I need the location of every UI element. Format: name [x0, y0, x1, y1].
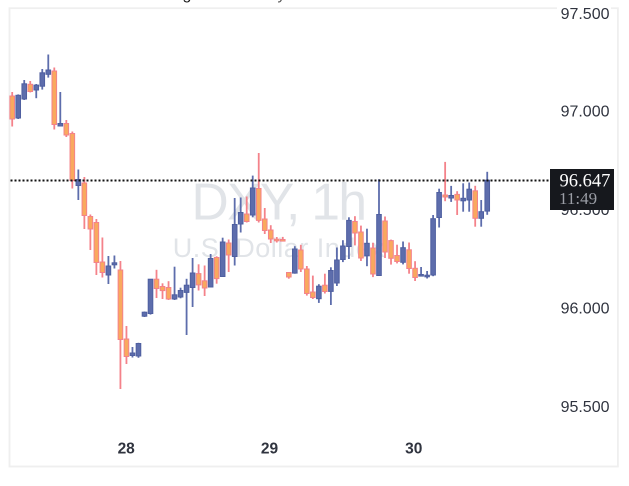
svg-text:30: 30	[405, 441, 422, 458]
svg-text:11:49: 11:49	[559, 189, 597, 208]
svg-text:97.500: 97.500	[561, 6, 610, 23]
svg-text:DXY, 1h: DXY, 1h	[192, 173, 366, 231]
svg-text:96.000: 96.000	[561, 300, 610, 317]
svg-text:97.000: 97.000	[561, 103, 610, 120]
svg-text:U.S. Dollar Index: U.S. Dollar Index	[173, 233, 386, 263]
svg-text:y: y	[278, 0, 286, 3]
svg-text:96.647: 96.647	[560, 172, 611, 192]
svg-text:g: g	[183, 0, 192, 3]
svg-text:29: 29	[261, 441, 279, 458]
svg-text:95.500: 95.500	[561, 399, 610, 416]
svg-text:28: 28	[118, 441, 136, 458]
